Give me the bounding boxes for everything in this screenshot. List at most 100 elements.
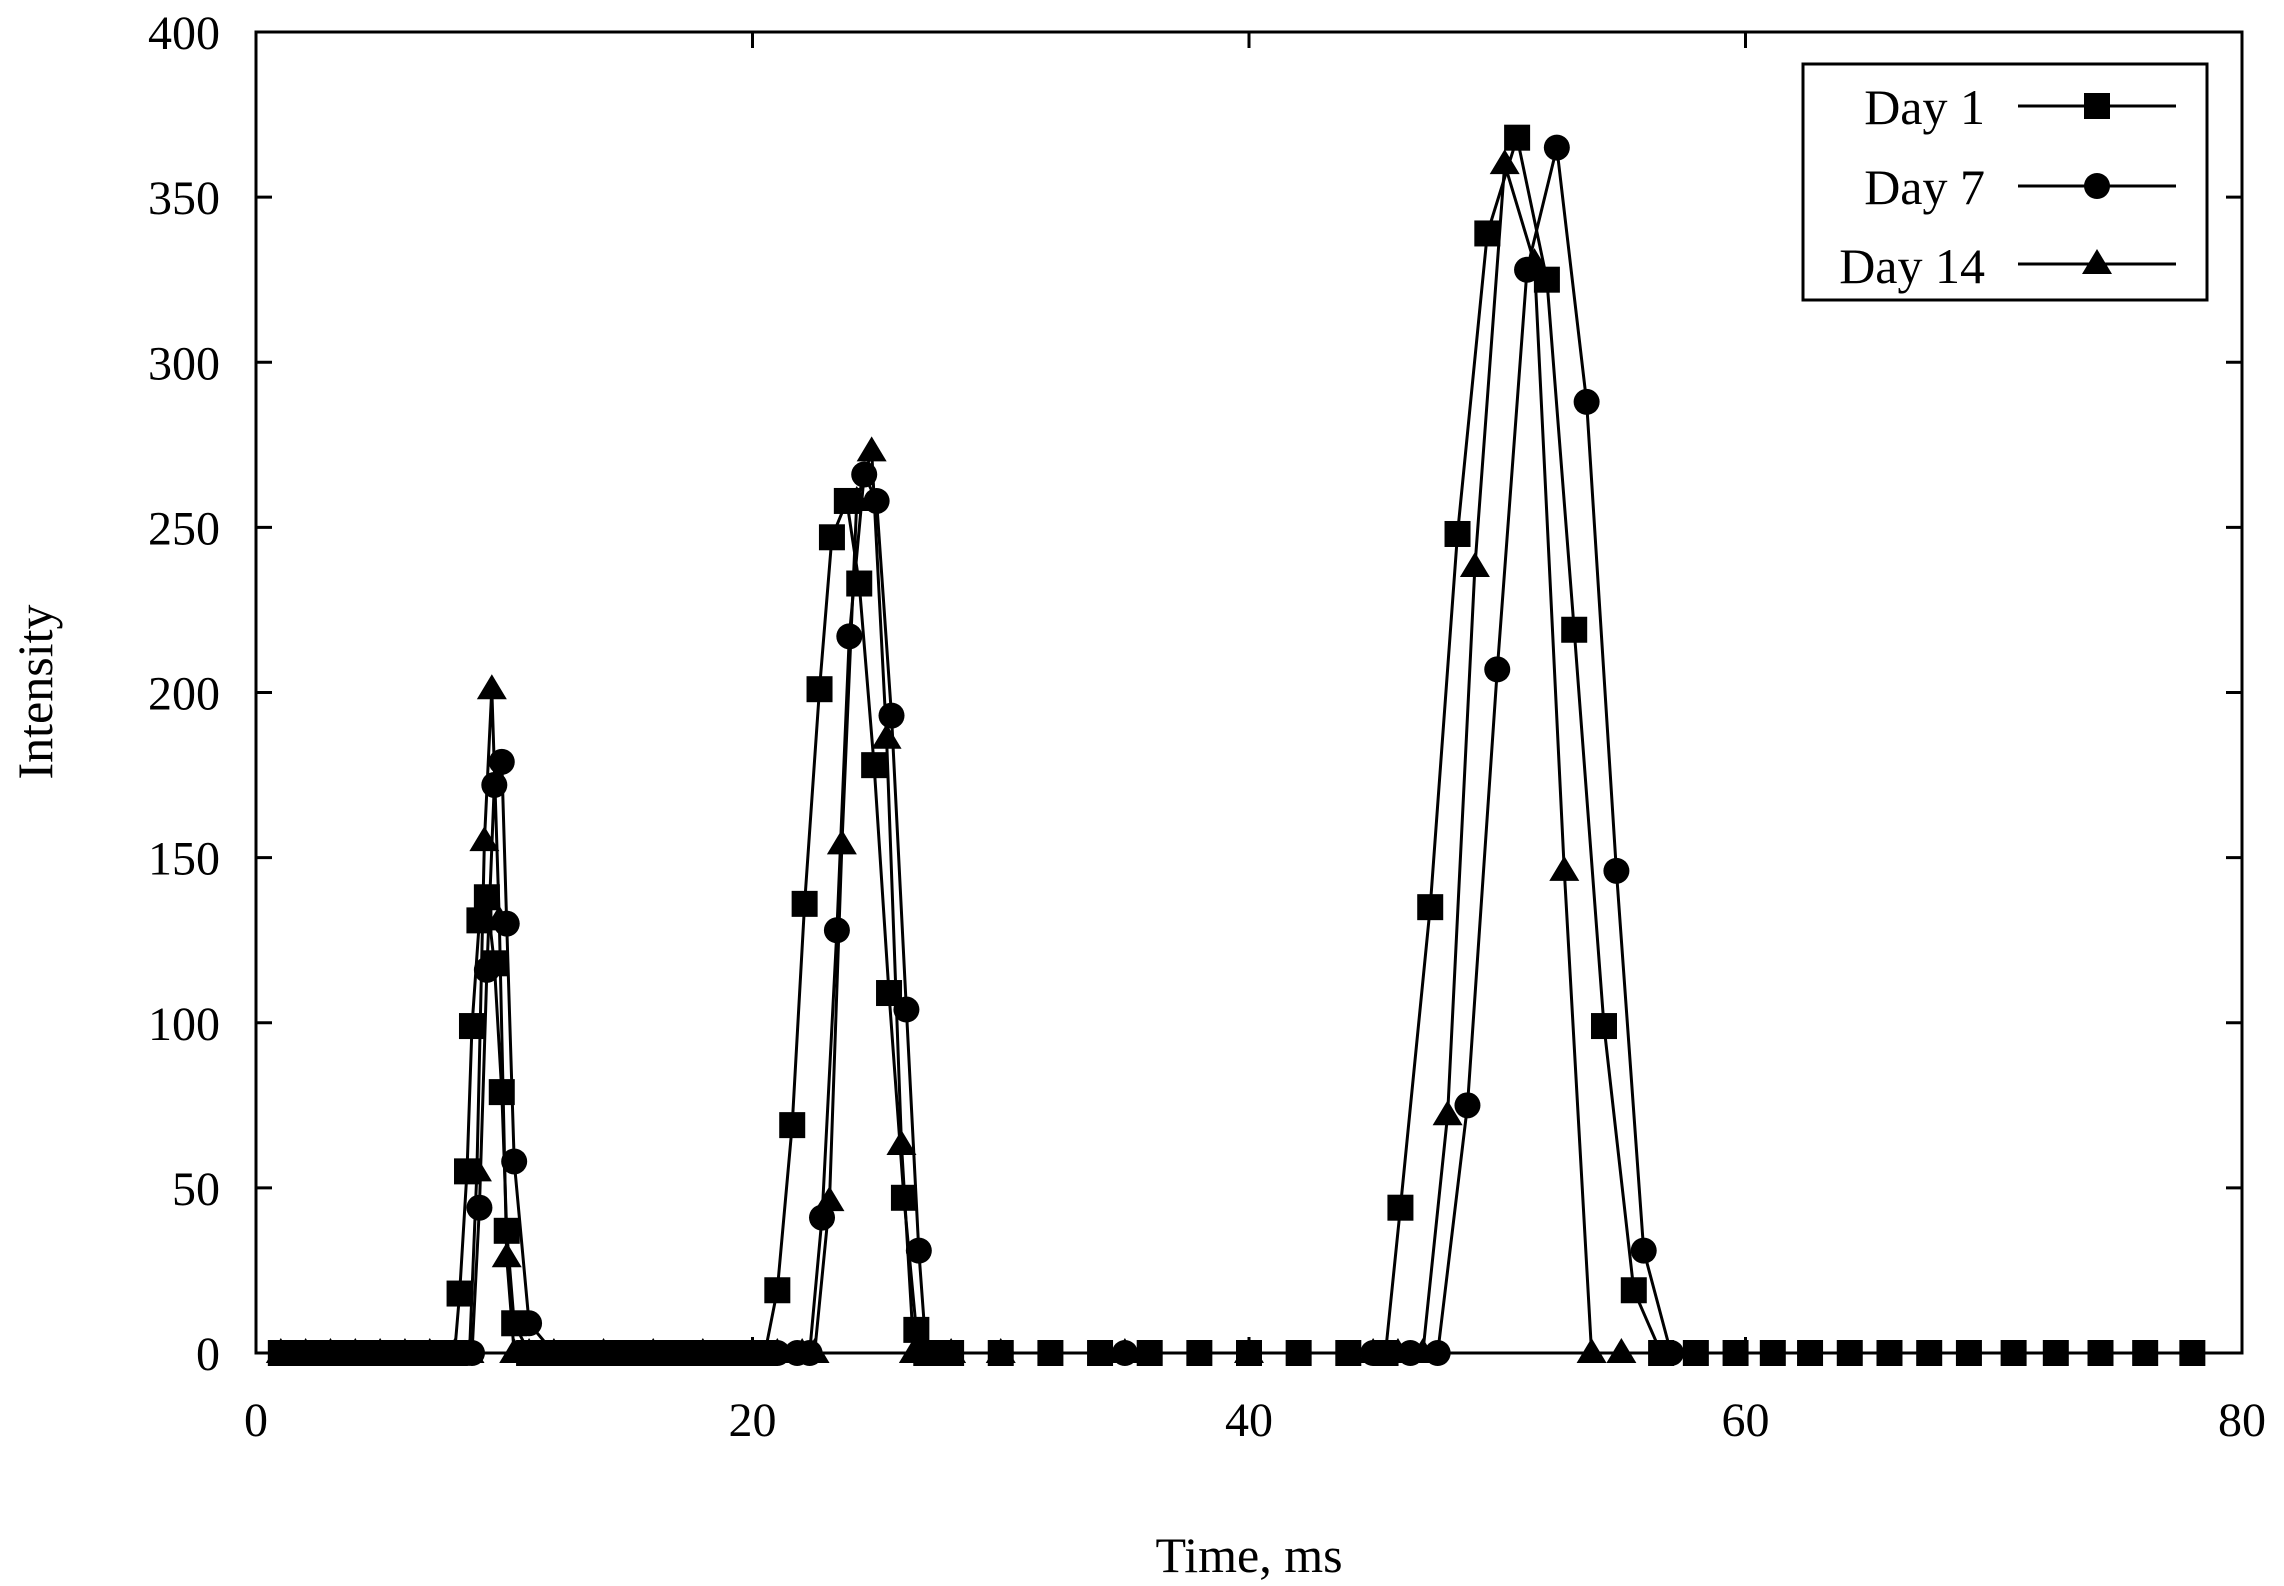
- series-layer: [265, 124, 2206, 1366]
- data-point-circle: [1573, 388, 1600, 415]
- data-point-square: [2132, 1340, 2159, 1366]
- data-point-triangle: [826, 829, 857, 855]
- data-point-triangle: [1489, 149, 1520, 175]
- data-point-circle: [466, 1194, 493, 1221]
- data-point-triangle: [461, 1156, 492, 1182]
- data-point-triangle: [514, 1338, 545, 1363]
- y-tick-label: 400: [148, 7, 220, 60]
- data-point-square: [1722, 1340, 1749, 1366]
- data-point-circle: [1603, 857, 1630, 884]
- legend-entry-day-7: Day 7: [1864, 159, 2176, 215]
- data-point-triangle: [290, 1338, 321, 1363]
- data-point-square: [806, 676, 833, 703]
- data-point-square: [1561, 616, 1588, 643]
- data-point-square: [2000, 1340, 2027, 1366]
- data-point-square: [1916, 1340, 1943, 1366]
- legend-entry-day-14: Day 14: [1839, 238, 2176, 294]
- y-tick-label: 150: [148, 833, 220, 886]
- data-point-triangle: [389, 1338, 420, 1363]
- y-tick-label: 0: [196, 1328, 220, 1381]
- data-point-triangle: [315, 1338, 346, 1363]
- data-point-circle: [893, 996, 920, 1023]
- data-point-circle: [823, 917, 850, 944]
- data-point-square: [1387, 1194, 1414, 1221]
- legend-triangle-marker: [2082, 249, 2112, 274]
- data-point-circle: [1543, 134, 1570, 161]
- data-point-square: [791, 890, 818, 917]
- data-point-square: [779, 1112, 806, 1139]
- data-point-circle: [878, 702, 905, 729]
- data-point-triangle: [814, 1186, 845, 1212]
- data-point-triangle: [1519, 248, 1550, 274]
- data-point-circle: [1630, 1237, 1657, 1264]
- y-tick-label: 350: [148, 172, 220, 225]
- data-point-triangle: [491, 1242, 522, 1268]
- data-point-triangle: [1606, 1338, 1637, 1363]
- data-point-square: [1417, 894, 1444, 921]
- data-point-triangle: [841, 485, 872, 511]
- data-point-triangle: [340, 1338, 371, 1363]
- data-point-triangle: [985, 1338, 1016, 1363]
- data-point-circle: [1454, 1092, 1481, 1119]
- data-point-triangle: [1109, 1338, 1140, 1363]
- data-point-triangle: [856, 436, 887, 462]
- legend-label-day-1: Day 1: [1864, 79, 1985, 135]
- data-point-square: [1759, 1340, 1786, 1366]
- legend-entry-day-1: Day 1: [1864, 79, 2176, 135]
- data-point-triangle: [588, 1338, 619, 1363]
- data-point-square: [2179, 1340, 2206, 1366]
- data-point-square: [764, 1277, 791, 1304]
- data-point-square: [473, 884, 500, 911]
- data-point-square: [846, 570, 873, 597]
- data-point-square: [1474, 220, 1501, 247]
- series-day-14: [265, 149, 1637, 1363]
- x-tick-label: 80: [2218, 1394, 2266, 1447]
- data-point-triangle: [638, 1338, 669, 1363]
- x-tick-label: 60: [1722, 1394, 1770, 1447]
- data-point-circle: [516, 1310, 543, 1337]
- data-point-triangle: [476, 674, 507, 700]
- data-point-square: [818, 524, 845, 551]
- data-point-circle: [905, 1237, 932, 1264]
- data-point-circle: [473, 956, 500, 983]
- data-point-triangle: [365, 1338, 396, 1363]
- data-point-circle: [1484, 656, 1511, 683]
- data-point-triangle: [1358, 1338, 1389, 1363]
- data-point-square: [1836, 1340, 1863, 1366]
- legend-square-marker: [2084, 93, 2110, 119]
- x-tick-label: 0: [244, 1394, 268, 1447]
- data-point-square: [2042, 1340, 2069, 1366]
- data-point-triangle: [469, 826, 500, 852]
- data-point-square: [1504, 124, 1531, 151]
- data-point-triangle: [762, 1338, 793, 1363]
- data-point-square: [1876, 1340, 1903, 1366]
- data-point-triangle: [414, 1338, 445, 1363]
- data-point-square: [1682, 1340, 1709, 1366]
- data-point-triangle: [799, 1338, 830, 1363]
- data-point-square: [1590, 1013, 1617, 1040]
- y-tick-label: 250: [148, 502, 220, 555]
- data-point-triangle: [265, 1338, 296, 1363]
- data-point-triangle: [1459, 552, 1490, 578]
- y-axis-title: Intensity: [7, 605, 63, 780]
- legend: Day 1 Day 7 Day 14: [1801, 62, 2209, 302]
- data-point-square: [2087, 1340, 2114, 1366]
- series-day-1: [267, 124, 2206, 1366]
- data-point-triangle: [687, 1338, 718, 1363]
- legend-label-day-7: Day 7: [1864, 159, 1985, 215]
- y-tick-label: 300: [148, 337, 220, 390]
- data-point-triangle: [1407, 1338, 1438, 1363]
- data-point-circle: [863, 487, 890, 514]
- data-point-triangle: [1234, 1338, 1264, 1363]
- data-point-circle: [836, 623, 863, 650]
- data-point-triangle: [484, 905, 515, 931]
- data-point-square: [1444, 520, 1471, 547]
- data-point-triangle: [1382, 1338, 1413, 1363]
- legend-circle-marker: [2084, 173, 2110, 199]
- x-tick-label: 20: [729, 1394, 777, 1447]
- data-point-triangle: [1549, 855, 1580, 881]
- y-tick-label: 200: [148, 668, 220, 721]
- data-point-triangle: [1576, 1338, 1607, 1363]
- data-point-triangle: [871, 723, 902, 749]
